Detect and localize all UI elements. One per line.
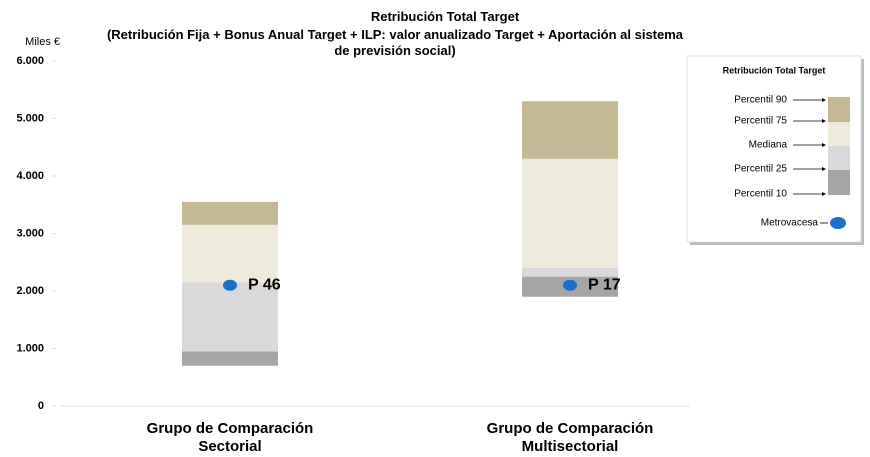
legend-arrowhead [822,167,826,171]
band-segment [182,224,278,283]
y-tick-label: 6.000 [16,55,44,67]
point-label: P 17 [588,276,621,293]
y-tick-label: 4.000 [16,170,44,182]
x-tick-label: Grupo de Comparación Sectorial [146,420,314,455]
point [223,279,237,291]
legend-swatch [830,217,846,229]
y-tick-label: 0 [38,400,44,412]
band-segment [182,201,278,225]
band-segment [182,351,278,366]
band-segment [522,158,618,268]
legend-swatch [828,170,850,195]
legend-label: Percentil 75 [734,116,787,127]
y-tick-label: 3.000 [16,227,44,239]
legend-arrowhead [822,143,826,147]
legend-arrowhead [822,98,826,102]
point-label: P 46 [248,276,281,293]
chart-subtitle: (Retribución Fija + Bonus Anual Target +… [106,27,684,58]
y-axis-label: Miles € [25,36,60,48]
legend-label: Percentil 10 [734,189,787,200]
legend-title: Retribución Total Target [723,65,826,75]
band-segment [182,282,278,352]
legend-label: Metrovacesa [761,218,819,229]
chart-title: Retribución Total Target [370,9,520,24]
legend-arrowhead [822,192,826,196]
legend-swatch [828,146,850,170]
legend-label: Percentil 25 [734,164,787,175]
legend-label: Percentil 90 [734,95,787,106]
band-segment [522,101,618,159]
band-segment [522,268,618,277]
y-tick-label: 1.000 [16,342,44,354]
x-tick-label: Grupo de Comparación Multisectorial [486,420,654,455]
legend-arrowhead [822,119,826,123]
legend-swatch [828,122,850,146]
y-tick-label: 5.000 [16,112,44,124]
legend-label: Mediana [749,140,788,151]
legend-swatch [828,97,850,122]
y-tick-label: 2.000 [16,285,44,297]
point [563,279,577,291]
